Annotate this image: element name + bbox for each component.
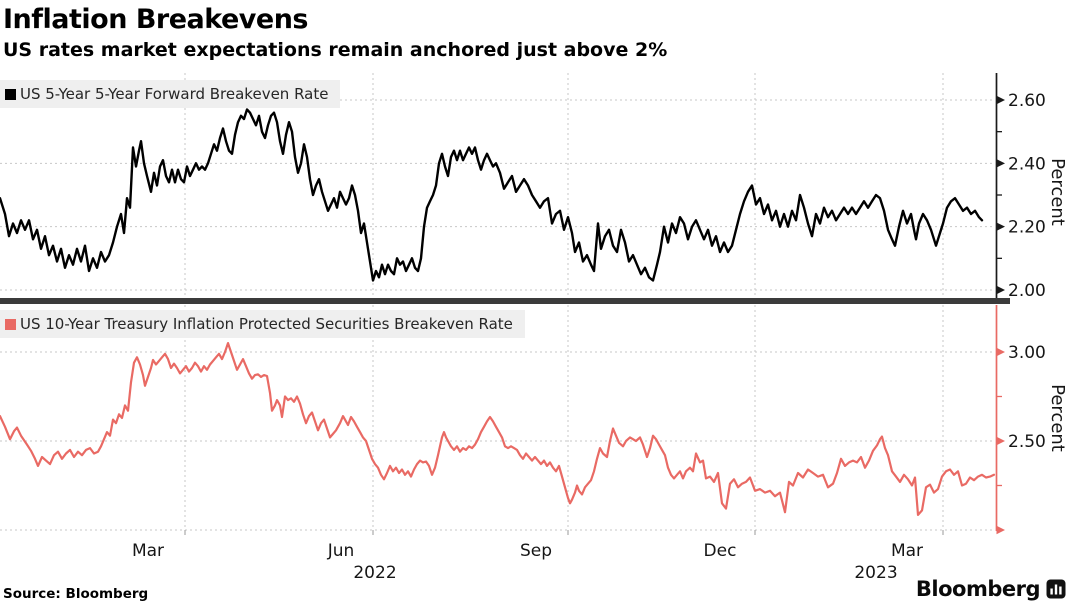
y-axis-tick-label: 2.60 xyxy=(1008,91,1046,111)
bottom-panel-plot: 3.00 2.50 Percent xyxy=(0,305,1068,535)
series2-swatch xyxy=(5,318,16,330)
y-axis-tick-arrow xyxy=(996,525,1005,535)
chart-subtitle: US rates market expectations remain anch… xyxy=(3,39,668,61)
y-axis-tick-label: 2.50 xyxy=(1008,432,1046,452)
y-axis-tick-label: 3.00 xyxy=(1008,343,1046,363)
y-axis-title: Percent xyxy=(1047,384,1068,452)
y-axis-tick-arrow xyxy=(996,159,1005,168)
y-axis-tick-label: 2.20 xyxy=(1008,218,1046,238)
y-axis-title: Percent xyxy=(1047,158,1068,226)
x-axis-month-label: Sep xyxy=(519,541,553,561)
x-axis-year-label: 2022 xyxy=(353,563,397,583)
panel-separator xyxy=(0,298,1010,304)
y-axis-tick-arrow xyxy=(996,95,1005,105)
y-axis-tick-arrow xyxy=(996,285,1005,295)
top-panel-plot: 2.60 2.40 2.20 2.00 Percent xyxy=(0,73,1068,301)
y-axis-tick-label: 2.40 xyxy=(1008,154,1046,174)
legend-5y5y-label: US 5-Year 5-Year Forward Breakeven Rate xyxy=(20,85,329,103)
y-axis-tick-arrow xyxy=(996,222,1005,231)
chart-title: Inflation Breakevens xyxy=(3,4,309,35)
x-axis-month-label: Jun xyxy=(327,541,355,561)
series1-swatch xyxy=(5,88,16,100)
bloomberg-logo-icon xyxy=(1046,579,1066,599)
x-axis-month-label: Mar xyxy=(131,541,165,561)
bloomberg-wordmark: Bloomberg xyxy=(915,577,1041,601)
x-axis-year-label: 2023 xyxy=(854,563,898,583)
bloomberg-brand: Bloomberg xyxy=(916,577,1066,601)
series-line-bottom xyxy=(0,341,996,516)
legend-5y5y: US 5-Year 5-Year Forward Breakeven Rate xyxy=(0,80,341,108)
series-line-top xyxy=(0,108,984,282)
legend-10y-tips: US 10-Year Treasury Inflation Protected … xyxy=(0,310,525,338)
source-note: Source: Bloomberg xyxy=(3,586,149,602)
y-axis-tick-label: 2.00 xyxy=(1008,281,1046,301)
y-axis-tick-arrow xyxy=(996,436,1005,446)
x-axis-month-label: Dec xyxy=(703,541,737,561)
x-axis-month-label: Mar xyxy=(890,541,924,561)
legend-10y-tips-label: US 10-Year Treasury Inflation Protected … xyxy=(20,315,513,333)
y-axis-tick-arrow xyxy=(996,347,1005,357)
